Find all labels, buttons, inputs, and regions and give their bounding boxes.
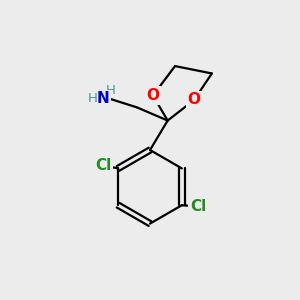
Text: O: O xyxy=(146,88,159,103)
Text: H: H xyxy=(105,84,115,97)
Text: O: O xyxy=(188,92,201,107)
Text: Cl: Cl xyxy=(95,158,112,173)
Text: H: H xyxy=(88,92,98,105)
Text: Cl: Cl xyxy=(190,199,206,214)
Text: N: N xyxy=(97,91,110,106)
